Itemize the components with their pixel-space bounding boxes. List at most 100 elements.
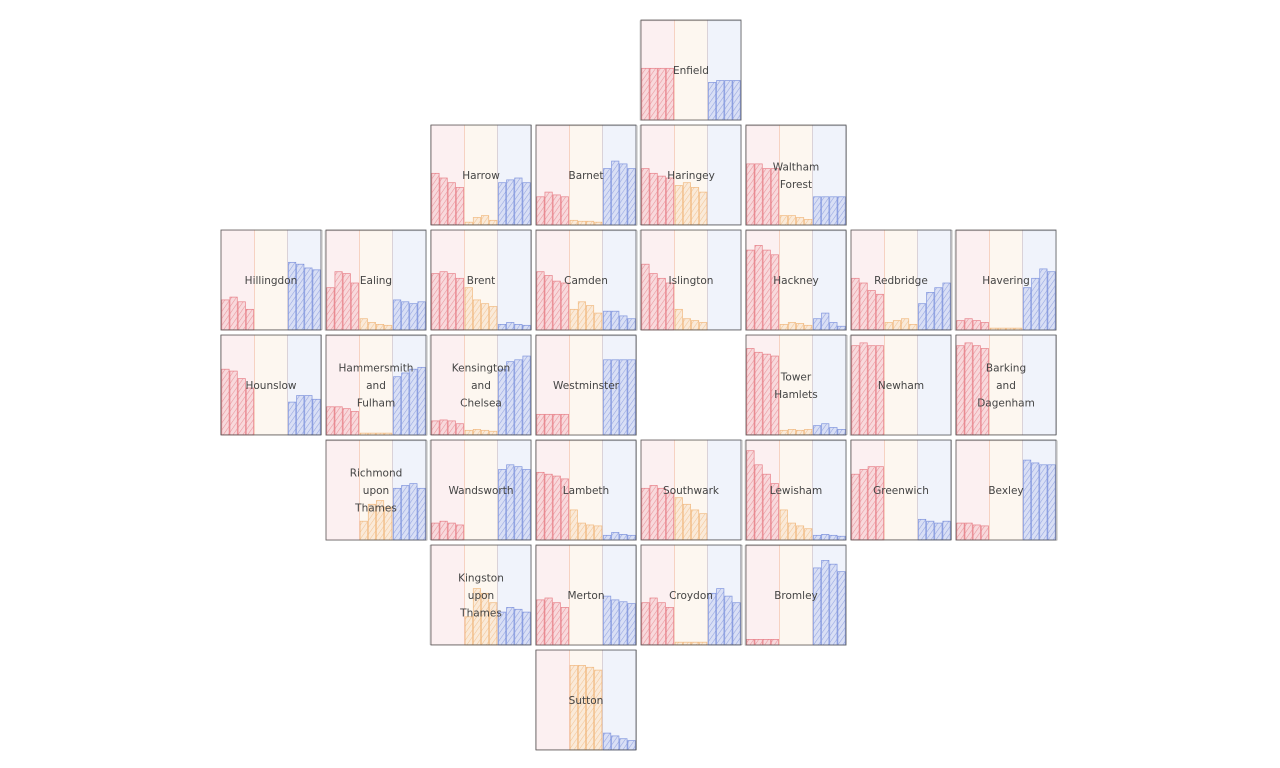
tile-label-line: Brent — [467, 275, 496, 287]
bar — [796, 429, 805, 436]
bar — [762, 639, 771, 646]
bar — [455, 423, 464, 436]
bar — [536, 413, 545, 436]
bar — [514, 466, 523, 541]
tile-harrow: Harrow — [430, 124, 532, 226]
bar — [229, 296, 238, 331]
series-strip-background — [430, 544, 465, 646]
bar — [901, 318, 910, 331]
bar — [657, 67, 666, 121]
tile-brent: Brent — [430, 229, 532, 331]
tile-border-sketch — [745, 125, 847, 226]
bar — [522, 182, 531, 226]
tile-border-sketch — [955, 440, 1058, 541]
bar — [439, 271, 448, 331]
tile-richmond-upon-thames: Richmond upon Thames — [325, 439, 428, 541]
bar — [489, 219, 498, 226]
bar — [367, 322, 376, 331]
bar — [787, 429, 796, 436]
tile-label-line: and — [366, 380, 386, 392]
tile-label: Bexley — [988, 485, 1023, 497]
tile-border-sketch — [745, 334, 848, 435]
series-strip-background — [812, 439, 847, 541]
tile-border — [325, 439, 427, 541]
bar — [447, 420, 456, 436]
bar — [409, 368, 418, 436]
tile-label-line: Harrow — [462, 170, 500, 182]
bar — [821, 196, 830, 226]
series-strip-background — [497, 229, 532, 331]
bar — [577, 522, 586, 541]
bar — [431, 172, 440, 226]
tile-camden: Camden — [535, 229, 638, 331]
tile-label-line: Islington — [669, 275, 714, 287]
bar — [472, 299, 481, 331]
bar — [439, 177, 448, 226]
tile-label-line: upon — [363, 485, 389, 497]
tile-label: Brent — [467, 275, 496, 287]
bar — [934, 522, 943, 541]
bar — [544, 473, 553, 541]
bar — [956, 320, 965, 331]
bar — [481, 303, 490, 331]
bar — [611, 310, 620, 331]
tile-border — [535, 439, 637, 541]
tile-label-line: Richmond — [350, 468, 403, 480]
tile-barking-and-dagenham: Barking and Dagenham — [955, 334, 1057, 436]
bar — [657, 602, 666, 646]
bar — [972, 320, 981, 331]
tile-label-line: Redbridge — [874, 275, 928, 287]
bar — [716, 588, 725, 646]
bar — [619, 163, 628, 226]
bar — [829, 196, 838, 226]
bar — [821, 560, 830, 646]
bar — [627, 603, 636, 646]
bar — [821, 312, 830, 331]
tile-label-line: Kensington — [452, 363, 510, 375]
bar — [544, 597, 553, 646]
bar — [641, 602, 650, 646]
bar — [787, 215, 796, 226]
bar — [342, 408, 351, 436]
bar — [417, 366, 426, 436]
bar — [851, 277, 860, 331]
tile-merton: Merton — [535, 544, 637, 646]
bar — [779, 509, 788, 541]
tile-border-sketch — [744, 545, 847, 646]
tile-tower-hamlets: Tower Hamlets — [745, 334, 848, 436]
bar — [569, 665, 578, 751]
bar — [867, 345, 876, 436]
tile-border — [325, 229, 427, 331]
bar — [859, 282, 868, 331]
bar — [787, 522, 796, 541]
bar — [875, 293, 884, 331]
tile-border-sketch — [535, 545, 637, 646]
tile-greenwich: Greenwich — [850, 439, 952, 541]
series-strip-background — [989, 439, 1023, 541]
tile-border-sketch — [745, 230, 847, 331]
series-strip-background — [1022, 334, 1057, 436]
series-strip-background — [535, 649, 570, 751]
tile-label-line: Kingston — [458, 573, 504, 585]
bar — [376, 324, 385, 331]
bar — [724, 595, 733, 646]
bar — [619, 601, 628, 646]
series-strip-background — [884, 439, 918, 541]
tile-label-line: Croydon — [669, 590, 713, 602]
bar — [560, 282, 569, 331]
series-strip-background — [674, 19, 708, 121]
series-strip-background — [779, 334, 813, 436]
tile-border — [745, 544, 847, 646]
tile-label: Southwark — [663, 485, 720, 497]
bar — [682, 182, 691, 226]
tile-label: Newham — [878, 380, 924, 392]
tile-border-sketch — [535, 649, 637, 750]
bar — [481, 429, 490, 436]
series-strip-background — [569, 334, 603, 436]
bar — [926, 292, 935, 331]
bar — [237, 378, 246, 436]
series-strip-background — [254, 229, 288, 331]
bar — [312, 269, 321, 331]
tile-label: Wandsworth — [448, 485, 513, 497]
bar — [569, 509, 578, 541]
